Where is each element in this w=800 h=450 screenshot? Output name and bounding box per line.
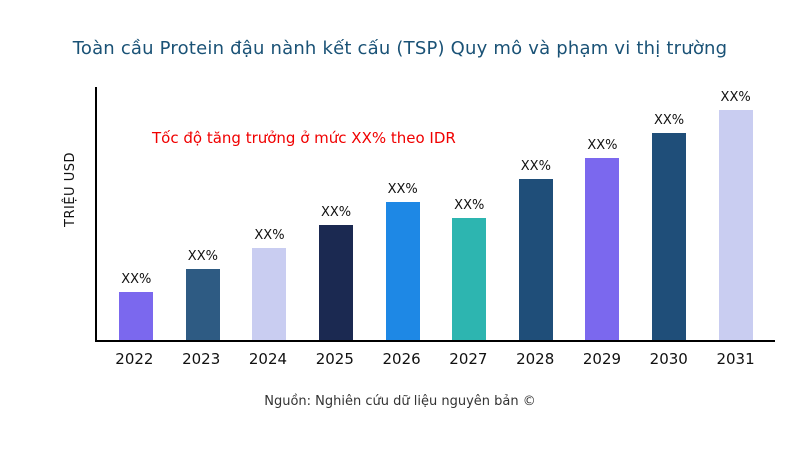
x-tick-label: 2023 bbox=[182, 350, 221, 368]
bar-group: XX% bbox=[505, 159, 567, 340]
bar-value-label: XX% bbox=[720, 90, 751, 105]
x-axis-labels: 2022 2023 2024 2025 2026 2027 2028 2029 2030 2031 bbox=[95, 350, 775, 368]
bar-group: XX% bbox=[438, 198, 500, 340]
bar bbox=[652, 133, 687, 340]
bar-value-label: XX% bbox=[121, 272, 152, 287]
bar-group: XX% bbox=[571, 138, 633, 340]
bar-group: XX% bbox=[172, 249, 234, 340]
bar-value-label: XX% bbox=[187, 249, 218, 264]
source-note: Nguồn: Nghiên cứu dữ liệu nguyên bản © bbox=[264, 394, 536, 409]
chart-title: Toàn cầu Protein đậu nành kết cấu (TSP) … bbox=[72, 38, 728, 59]
bar-group: XX% bbox=[105, 272, 167, 340]
chart-area: TRIỆU USD Tốc độ tăng trưởng ở mức XX% t… bbox=[63, 87, 775, 368]
bar-value-label: XX% bbox=[387, 182, 418, 197]
bar-group: XX% bbox=[705, 90, 767, 340]
bar-group: XX% bbox=[638, 113, 700, 340]
y-axis-label: TRIỆU USD bbox=[62, 152, 78, 227]
x-tick-label: 2022 bbox=[115, 350, 154, 368]
bar bbox=[385, 202, 420, 340]
x-tick-label: 2024 bbox=[248, 350, 288, 368]
bar bbox=[585, 158, 620, 340]
bar-value-label: XX% bbox=[320, 205, 352, 220]
bar-group: XX% bbox=[305, 205, 367, 340]
bar-value-label: XX% bbox=[254, 228, 285, 243]
bar-group: XX% bbox=[238, 228, 300, 340]
bar-value-label: XX% bbox=[520, 159, 551, 174]
bar-value-label: XX% bbox=[587, 138, 618, 153]
bar bbox=[252, 248, 287, 340]
bar-group: XX% bbox=[372, 182, 434, 340]
bar bbox=[518, 179, 553, 340]
x-tick-label: 2027 bbox=[449, 350, 488, 368]
bar bbox=[185, 269, 220, 340]
x-tick-label: 2028 bbox=[516, 350, 555, 368]
growth-annotation: Tốc độ tăng trưởng ở mức XX% theo IDR bbox=[152, 129, 456, 147]
bar-value-label: XX% bbox=[454, 198, 485, 213]
bar bbox=[452, 218, 487, 340]
x-tick-label: 2031 bbox=[716, 350, 755, 368]
bar bbox=[319, 225, 354, 340]
bar bbox=[718, 110, 753, 340]
x-tick-label: 2026 bbox=[382, 350, 421, 368]
x-tick-label: 2030 bbox=[649, 350, 688, 368]
bar bbox=[119, 292, 154, 340]
x-tick-label: 2025 bbox=[315, 350, 354, 368]
x-tick-label: 2029 bbox=[582, 350, 622, 368]
bar-value-label: XX% bbox=[653, 113, 685, 128]
plot-area: Tốc độ tăng trưởng ở mức XX% theo IDR XX… bbox=[95, 87, 775, 342]
